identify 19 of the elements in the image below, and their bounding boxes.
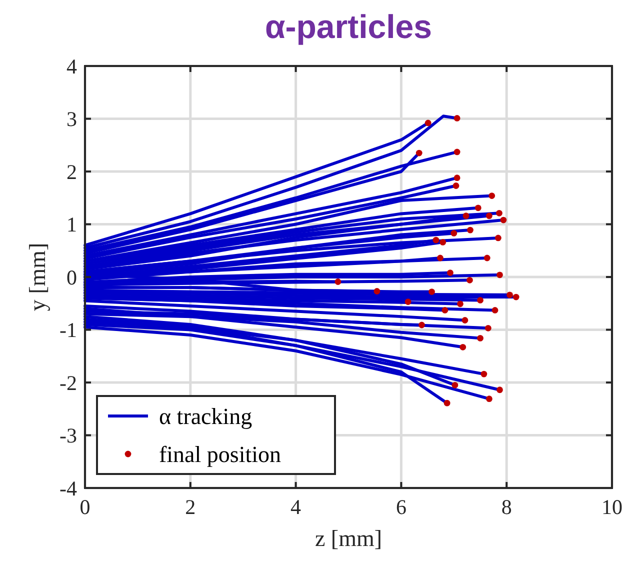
y-tick-label: 2 — [66, 160, 77, 184]
y-tick-label: 0 — [66, 265, 77, 290]
x-axis-title: z [mm] — [314, 526, 382, 551]
x-tick-label: 8 — [501, 495, 512, 519]
x-tick-label: 10 — [602, 495, 622, 519]
x-tick-label: 6 — [396, 495, 406, 519]
y-tick-label: -4 — [60, 476, 78, 500]
x-tick-label: 4 — [290, 495, 302, 519]
y-tick-label: 1 — [66, 212, 77, 237]
x-tick-label: 2 — [185, 495, 196, 519]
legend-label: α tracking — [159, 404, 253, 430]
y-tick-label: 3 — [66, 107, 77, 132]
legend-label: final position — [159, 442, 282, 468]
y-tick-label: -3 — [60, 424, 77, 448]
y-axis-title: y [mm] — [25, 242, 50, 312]
y-tick-label: -2 — [60, 370, 77, 395]
y-tick-label: -1 — [60, 318, 77, 342]
chart-title: α-particles — [264, 8, 432, 45]
y-tick-label: 4 — [66, 54, 78, 78]
